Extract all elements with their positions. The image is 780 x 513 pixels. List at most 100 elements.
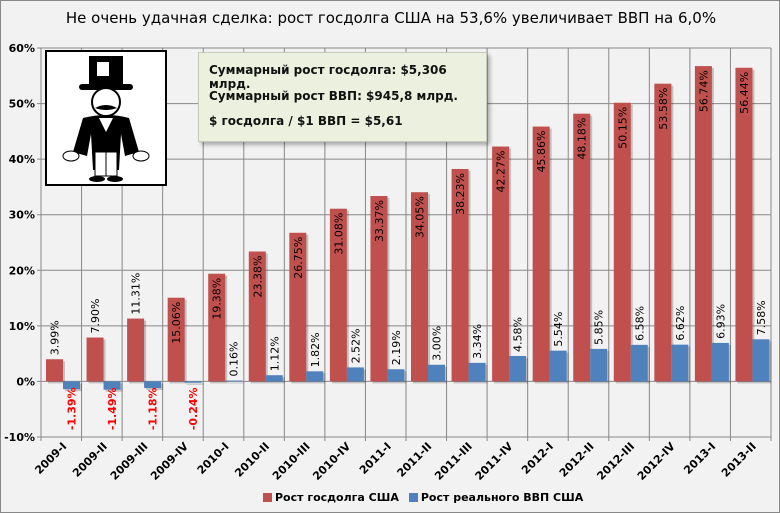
data-label: 0.16% [228,342,241,377]
x-tick-label: 2009-III [108,440,151,483]
data-label: 6.62% [674,306,687,341]
data-label: 33.37% [373,200,386,242]
y-tick-label: 60% [9,42,35,55]
x-tick-label: 2012-I [519,440,556,477]
legend-item-gdp: Рост реального ВВП США [408,491,584,504]
data-label: 31.08% [332,213,345,255]
legend-label-gdp: Рост реального ВВП США [420,491,584,504]
bar-gdp [549,350,567,382]
bar-gdp [306,371,324,382]
bar-debt [573,113,591,382]
bar-gdp [428,364,445,382]
bar-debt [654,83,672,382]
summary-gdp-growth: Суммарный рост ВВП: $945,8 млрд. [209,89,458,103]
bar-shadow [227,382,245,384]
bar-debt [735,67,753,382]
bar-debt [46,359,63,382]
x-tick-label: 2009-IV [148,440,191,483]
bar-gdp [387,369,405,382]
x-tick-label: 2012-II [557,440,597,480]
y-tick-label: 20% [9,264,35,277]
bar-gdp [144,381,162,388]
bar-debt [248,251,266,382]
data-label: 1.12% [268,336,281,371]
data-label: 19.38% [211,278,224,320]
bar-debt [411,192,428,382]
data-label: 3.34% [471,324,484,359]
data-label: 50.15% [616,107,629,149]
x-tick-label: 2011-III [432,440,475,483]
legend-label-debt: Рост госдолга США [275,491,399,504]
data-label: 3.99% [49,320,62,355]
bar-gdp [509,355,527,382]
bar-shadow [186,383,204,385]
bar-gdp [103,381,121,390]
summary-debt-growth: Суммарный рост госдолга: $5,306 млрд. [209,63,447,91]
legend-item-debt: Рост госдолга США [263,491,399,504]
data-label: 48.18% [576,118,589,160]
data-label: 5.54% [552,312,565,347]
x-tick-label: 2010-IV [310,440,353,483]
bar-gdp [468,362,486,382]
data-label: 23.38% [251,256,264,298]
data-label: 56.44% [738,72,751,114]
x-tick-label: 2012-III [594,440,637,483]
bar-debt [167,297,185,382]
y-tick-label: 40% [9,153,35,166]
data-label: 53.58% [657,88,670,130]
bar-debt [370,195,388,382]
bar-gdp [590,348,608,382]
bar-gdp [184,381,202,383]
bar-debt [694,66,712,382]
data-label: -1.18% [147,387,160,430]
bar-debt [329,208,347,382]
x-tick-label: 2010-I [195,440,232,477]
bar-debt [208,273,226,382]
bar-gdp [346,367,364,382]
bar-gdp [225,380,243,382]
bar-gdp [63,381,80,390]
data-label: 6.58% [633,306,646,341]
data-label: 56.74% [697,70,710,112]
bar-gdp [671,344,689,382]
chart-title: Не очень удачная сделка: рост госдолга С… [65,9,717,27]
data-label: 1.82% [309,332,322,367]
y-tick-label: 10% [9,320,35,333]
data-label: 5.85% [593,310,606,345]
y-tick-label: -10% [4,431,35,444]
x-tick-label: 2011-IV [473,440,516,483]
data-label: 4.58% [512,317,525,352]
bar-gdp [265,375,283,382]
data-label: 45.86% [535,131,548,173]
data-label: 7.58% [755,300,768,335]
bar-debt [492,146,510,382]
y-tick-label: 30% [9,209,35,222]
data-label: 42.27% [495,151,508,193]
data-label: -0.24% [187,387,200,430]
x-tick-label: 2010-III [270,440,313,483]
data-label: 11.31% [130,273,143,315]
data-label: 34.05% [414,196,427,238]
data-label: 15.06% [170,302,183,344]
y-tick-label: 50% [9,98,35,111]
data-label: 26.75% [292,237,305,279]
bar-debt [86,337,104,382]
x-tick-label: 2010-II [232,440,272,480]
x-tick-label: 2009-I [32,440,69,477]
data-label: 6.93% [714,304,727,339]
bar-gdp [630,344,648,382]
data-label: 2.52% [349,328,362,363]
x-tick-label: 2013-II [719,440,759,480]
bar-debt [289,232,307,382]
legend-swatch-debt [263,493,272,502]
data-label: 38.23% [454,173,467,215]
bar-debt [613,102,631,382]
data-label: -1.49% [106,387,119,430]
data-label: 7.90% [89,299,102,334]
data-label: -1.39% [66,387,79,430]
data-label: 2.19% [390,330,403,365]
x-tick-label: 2011-I [357,440,394,477]
bar-debt [532,126,550,382]
bar-debt [451,168,469,382]
